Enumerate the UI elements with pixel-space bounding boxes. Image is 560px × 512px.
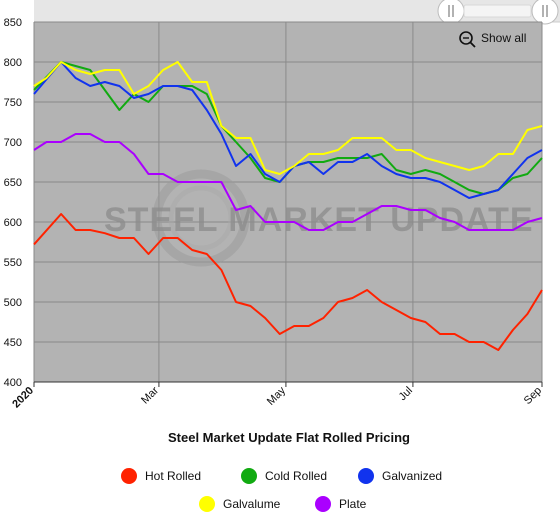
y-tick-label: 750 [4,97,22,109]
x-tick-label: Mar [139,384,161,406]
legend-label-plate[interactable]: Plate [339,497,367,511]
series-line-hot-rolled[interactable] [33,213,543,351]
legend-label-galvanized[interactable]: Galvanized [382,469,442,483]
zoom-out-icon-handle [469,41,476,48]
x-axis: 2020 Mar May Jul Sep [10,382,544,410]
show-all-label: Show all [481,31,526,45]
x-tick-label: May [265,384,289,408]
legend-marker-cold-rolled[interactable] [241,468,257,484]
y-tick-label: 450 [4,337,22,349]
y-tick-label: 500 [4,297,22,309]
navigator-left-handle[interactable] [437,0,465,25]
legend-marker-hot-rolled[interactable] [121,468,137,484]
x-tick-label: Jul [397,385,415,403]
y-tick-label: 800 [4,57,22,69]
y-tick-label: 850 [4,17,22,29]
y-tick-label: 600 [4,217,22,229]
legend-label-hot-rolled[interactable]: Hot Rolled [145,469,201,483]
legend-marker-galvanized[interactable] [358,468,374,484]
navigator-scrollbar[interactable] [463,4,532,18]
y-tick-label: 650 [4,177,22,189]
navigator-right-handle[interactable] [531,0,559,25]
y-tick-label: 550 [4,257,22,269]
chart-title: Steel Market Update Flat Rolled Pricing [168,430,410,445]
y-tick-label: 700 [4,137,22,149]
watermark-logo: STEEL MARKET UPDATE [104,169,534,267]
series-line-plate[interactable] [33,133,543,231]
legend: Hot Rolled Cold Rolled Galvanized Galvalume… [121,468,442,512]
y-axis: 400 450 500 550 600 650 700 750 800 850 [4,17,22,389]
show-all-button[interactable]: Show all [459,31,526,48]
x-tick-label: Sep [522,385,544,407]
legend-label-cold-rolled[interactable]: Cold Rolled [265,469,327,483]
navigator-strip [34,0,560,22]
series-line-galvalume[interactable] [33,61,543,175]
watermark-text: STEEL MARKET UPDATE [104,201,534,239]
plot-area [34,22,542,382]
zoom-out-icon [459,31,473,45]
legend-marker-plate[interactable] [315,496,331,512]
y-tick-label: 400 [4,377,22,389]
legend-marker-galvalume[interactable] [199,496,215,512]
legend-label-galvalume[interactable]: Galvalume [223,497,281,511]
series-layer [33,61,543,351]
